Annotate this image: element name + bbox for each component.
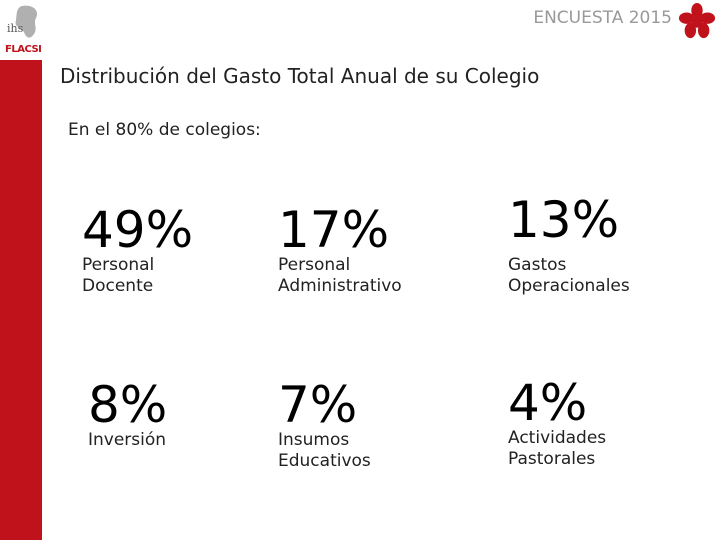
stat-insumos-educativos: 7% Insumos Educativos <box>278 380 371 472</box>
stat-inversion: 8% Inversión <box>88 380 167 451</box>
stat-value: 8% <box>88 376 168 434</box>
logo-flacsi-text: FLACSI <box>5 44 42 55</box>
flower-icon <box>678 2 716 39</box>
page-title: Distribución del Gasto Total Anual de su… <box>60 64 540 88</box>
stat-personal-docente: 49% Personal Docente <box>82 205 193 297</box>
stat-value: 49% <box>82 201 194 259</box>
stat-label: Inversión <box>88 430 167 450</box>
stat-value: 7% <box>278 376 358 434</box>
logo-ihs-text: ihs <box>7 22 24 35</box>
stat-label: Personal Administrativo <box>278 255 402 296</box>
stat-label: Actividades Pastorales <box>508 428 607 469</box>
stat-gastos-operacionales: 13% Gastos Operacionales <box>508 195 630 297</box>
stat-personal-administrativo: 17% Personal Administrativo <box>278 205 402 297</box>
stat-value: 13% <box>508 191 620 249</box>
page-subtitle: En el 80% de colegios: <box>68 120 261 140</box>
stat-value: 4% <box>508 374 588 432</box>
left-accent-bar <box>0 60 42 540</box>
stat-label: Insumos Educativos <box>278 430 371 471</box>
americas-map-icon <box>15 5 38 38</box>
flacsi-logo: ihs FLACSI <box>2 2 46 58</box>
stat-label: Personal Docente <box>82 255 155 296</box>
stat-value: 17% <box>278 201 390 259</box>
stat-actividades-pastorales: 4% Actividades Pastorales <box>508 378 606 470</box>
stat-label: Gastos Operacionales <box>508 255 630 296</box>
survey-label: ENCUESTA 2015 <box>533 8 672 28</box>
